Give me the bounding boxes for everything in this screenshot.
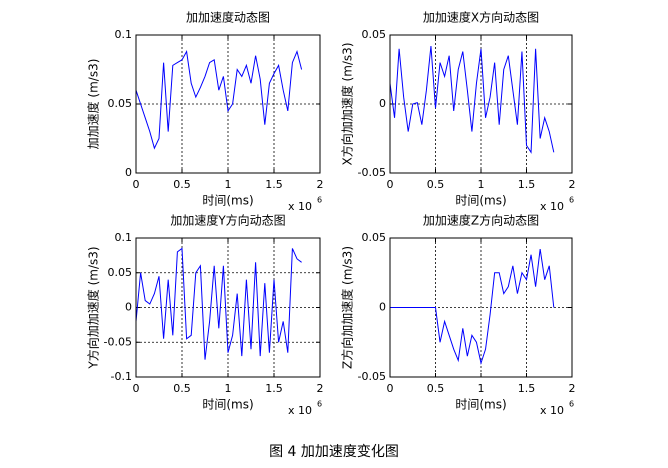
x-tick-label: 1.5	[518, 178, 536, 191]
chart-title: 加加速度动态图	[186, 10, 270, 25]
x-tick-label: 0	[133, 382, 140, 395]
chart-title: 加加速度X方向动态图	[423, 10, 539, 25]
data-line	[135, 49, 303, 150]
data-line	[390, 249, 555, 366]
x-tick-label: 1	[225, 178, 232, 191]
x-tick-label: 2	[569, 382, 576, 395]
x-axis-label: 时间(ms)	[455, 194, 506, 208]
x-multiplier: x 10	[540, 200, 564, 213]
x-axis-label: 时间(ms)	[455, 398, 506, 412]
y-tick-label: 0.1	[115, 28, 133, 41]
x-tick-label: 2	[317, 178, 324, 191]
y-axis-label: 加加速度 (m/s3)	[86, 59, 101, 150]
chart-title: 加加速度Z方向动态图	[423, 213, 539, 228]
x-exponent: 6	[569, 400, 574, 409]
x-tick-label: 0.5	[427, 382, 445, 395]
x-tick-label: 2	[317, 382, 324, 395]
y-tick-label: 0.05	[362, 231, 387, 244]
y-axis-label: Y方向加加速度 (m/s3)	[86, 246, 101, 369]
y-tick-label: 0.05	[108, 97, 133, 110]
y-tick-label: 0	[125, 301, 132, 314]
y-tick-label: -0.05	[104, 335, 132, 348]
y-axis-label: X方向加加速度 (m/s3)	[340, 42, 355, 165]
y-tick-label: 0	[125, 166, 132, 179]
y-tick-label: -0.1	[111, 370, 132, 383]
subplot: 0 0.5 1 1.5 2-0.0500.05加加速度Z方向动态图时间(ms)Z方向加加…	[340, 213, 576, 418]
x-tick-label: 1.5	[265, 382, 283, 395]
x-tick-label: 0.5	[173, 178, 191, 191]
x-tick-label: 0	[133, 178, 140, 191]
x-tick-label: 2	[569, 178, 576, 191]
data-line	[135, 247, 302, 360]
y-tick-label: 0.05	[362, 28, 387, 41]
x-tick-label: 0.5	[427, 178, 445, 191]
y-tick-label: 0	[379, 97, 386, 110]
axes-box	[389, 34, 573, 174]
y-tick-label: 0.1	[115, 231, 133, 244]
figure-caption: 图 4 加加速度变化图	[269, 444, 399, 460]
axes-box	[389, 237, 573, 378]
axes-box	[135, 237, 321, 378]
x-exponent: 6	[569, 196, 574, 205]
x-axis-label: 时间(ms)	[202, 398, 253, 412]
x-multiplier: x 10	[288, 404, 312, 417]
y-tick-label: -0.05	[358, 166, 386, 179]
x-tick-label: 1.5	[265, 178, 283, 191]
x-exponent: 6	[317, 196, 322, 205]
y-tick-label: 0.05	[108, 266, 133, 279]
data-line	[389, 45, 555, 154]
x-tick-label: 1.5	[518, 382, 536, 395]
x-exponent: 6	[317, 400, 322, 409]
y-axis-label: Z方向加加速度 (m/s3)	[340, 246, 355, 369]
x-tick-label: 1	[225, 382, 232, 395]
x-tick-label: 0	[387, 382, 394, 395]
x-tick-label: 1	[478, 382, 485, 395]
y-tick-label: 0	[379, 301, 386, 314]
x-tick-label: 0	[387, 178, 394, 191]
x-tick-label: 1	[478, 178, 485, 191]
subplot: 0 0.5 1 1.5 2 -0.1 -0.05 0 0.05 0.1 加加速度Y方向动态图时间(m…	[86, 213, 324, 418]
x-axis-label: 时间(ms)	[202, 194, 253, 208]
x-tick-label: 0.5	[173, 382, 191, 395]
y-tick-label: -0.05	[358, 370, 386, 383]
x-multiplier: x 10	[288, 200, 312, 213]
chart-title: 加加速度Y方向动态图	[170, 213, 285, 228]
subplot: 0 0.5 1 1.5 2-0.0500.05加加速度X方向动态图时间(ms)X方向加加…	[340, 10, 576, 214]
x-multiplier: x 10	[540, 404, 564, 417]
axes-box	[135, 34, 321, 174]
